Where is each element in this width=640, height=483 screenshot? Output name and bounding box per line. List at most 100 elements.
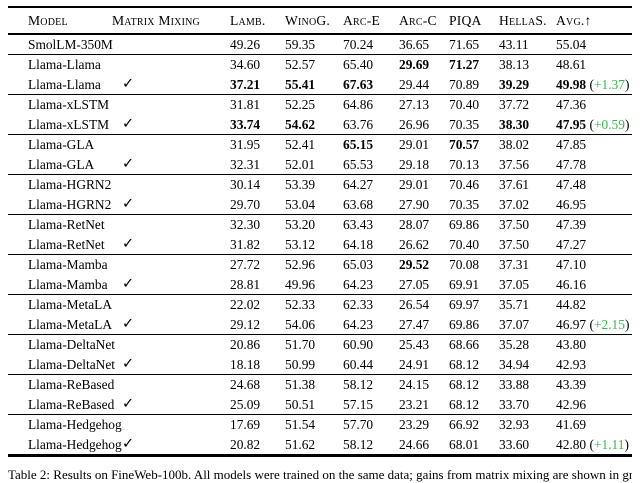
cell-avg: 47.27	[556, 236, 587, 252]
cell-lamb: 24.68	[230, 377, 261, 393]
cell-piqa: 70.89	[449, 76, 480, 92]
cell-hellas: 32.93	[499, 417, 530, 433]
cell-piqa: 66.92	[449, 417, 480, 433]
cell-arce: 63.68	[343, 196, 374, 212]
cell-lamb: 34.60	[230, 57, 261, 73]
cell-lamb: 31.82	[230, 236, 261, 252]
column-header-winog: WinoG.	[285, 12, 331, 28]
cell-arcc: 26.54	[399, 297, 430, 313]
table-row: Llama-Llama 34.60 52.57 65.40 29.69 71.27 38.1…	[8, 54, 632, 75]
cell-lamb: 29.12	[230, 316, 261, 332]
cell-avg: 43.80	[556, 337, 587, 353]
cell-model-name: Llama-HGRN2	[28, 196, 112, 212]
cell-model-name: Llama-xLSTM	[28, 116, 110, 132]
cell-arcc: 25.43	[399, 337, 430, 353]
cell-piqa: 70.40	[449, 97, 480, 113]
cell-avg: 44.82	[556, 297, 587, 313]
cell-piqa: 69.97	[449, 297, 480, 313]
cell-lamb: 33.74	[230, 116, 261, 132]
cell-winog: 55.41	[285, 76, 316, 92]
cell-lamb: 17.69	[230, 417, 261, 433]
cell-model-name: Llama-GLA	[28, 137, 95, 153]
cell-model-name: SmolLM-350M	[28, 36, 113, 52]
cell-hellas: 33.70	[499, 396, 530, 412]
cell-avg: 46.97 (+2.15)	[556, 316, 630, 332]
cell-arcc: 23.21	[399, 396, 430, 412]
cell-piqa: 68.12	[449, 396, 480, 412]
cell-winog: 53.20	[285, 217, 316, 233]
column-header-model: Model	[28, 12, 68, 28]
cell-arcc: 24.66	[399, 436, 430, 452]
cell-arce: 60.44	[343, 356, 374, 372]
column-header-piqa: PIQA	[449, 12, 482, 28]
cell-winog: 51.62	[285, 436, 316, 452]
cell-hellas: 37.05	[499, 276, 530, 292]
cell-lamb: 25.09	[230, 396, 261, 412]
cell-hellas: 38.30	[499, 116, 530, 132]
cell-winog: 53.04	[285, 196, 316, 212]
checkmark-icon: ✓	[122, 76, 135, 93]
cell-model-name: Llama-Llama	[28, 76, 101, 92]
table-row: SmolLM-350M 49.26 59.35 70.24 36.65 71.65 43.1…	[8, 35, 632, 55]
cell-hellas: 33.88	[499, 377, 530, 393]
table-row: Llama-GLA 31.95 52.41 65.15 29.01 70.57 38.02 4…	[8, 134, 632, 155]
table-row: Llama-HGRN2 ✓ 29.70 53.04 63.68 27.90 70.35 37.…	[8, 195, 632, 215]
cell-winog: 52.57	[285, 57, 316, 73]
cell-lamb: 27.72	[230, 257, 261, 273]
cell-lamb: 49.26	[230, 36, 261, 52]
cell-lamb: 31.95	[230, 137, 261, 153]
table-row: Llama-xLSTM 31.81 52.25 64.86 27.13 70.40 37.7…	[8, 94, 632, 115]
cell-piqa: 68.12	[449, 356, 480, 372]
cell-arcc: 26.96	[399, 116, 430, 132]
cell-arce: 64.23	[343, 316, 374, 332]
delta-gain: (+1.37)	[586, 76, 630, 92]
cell-hellas: 35.28	[499, 337, 530, 353]
cell-arce: 60.90	[343, 337, 374, 353]
cell-winog: 51.38	[285, 377, 316, 393]
cell-hellas: 37.50	[499, 217, 530, 233]
cell-winog: 52.25	[285, 97, 316, 113]
table-row: Llama-DeltaNet ✓ 18.18 50.99 60.44 24.91 68.12…	[8, 355, 632, 375]
cell-hellas: 39.29	[499, 76, 530, 92]
results-table: Model Matrix Mixing Lamb. WinoG. Arc-E Arc-C P…	[8, 6, 632, 457]
cell-hellas: 37.72	[499, 97, 530, 113]
table-bottom-rule	[8, 454, 632, 457]
cell-piqa: 69.86	[449, 316, 480, 332]
cell-model-name: Llama-RetNet	[28, 217, 105, 233]
cell-avg: 41.69	[556, 417, 587, 433]
cell-winog: 49.96	[285, 276, 316, 292]
cell-arcc: 27.90	[399, 196, 430, 212]
cell-winog: 50.51	[285, 396, 316, 412]
cell-avg: 47.85	[556, 137, 587, 153]
column-header-arce: Arc-E	[343, 12, 380, 28]
cell-arcc: 29.18	[399, 156, 430, 172]
cell-arcc: 24.15	[399, 377, 430, 393]
cell-avg: 46.16	[556, 276, 587, 292]
cell-arce: 67.63	[343, 76, 374, 92]
column-header-matrix: Matrix Mixing	[112, 12, 200, 28]
checkmark-icon: ✓	[122, 316, 135, 333]
table-row: Llama-Llama ✓ 37.21 55.41 67.63 29.44 70.89 39.…	[8, 75, 632, 95]
cell-avg: 49.98 (+1.37)	[556, 76, 630, 92]
cell-winog: 54.06	[285, 316, 316, 332]
cell-piqa: 71.27	[449, 57, 480, 73]
cell-arce: 65.40	[343, 57, 374, 73]
cell-avg: 55.04	[556, 36, 587, 52]
cell-hellas: 37.56	[499, 156, 530, 172]
cell-winog: 59.35	[285, 36, 316, 52]
cell-arce: 65.53	[343, 156, 374, 172]
table-body: SmolLM-350M 49.26 59.35 70.24 36.65 71.65 43.1…	[8, 35, 632, 455]
table-row: Llama-xLSTM ✓ 33.74 54.62 63.76 26.96 70.35 38.…	[8, 115, 632, 135]
cell-hellas: 34.94	[499, 356, 530, 372]
cell-arce: 58.12	[343, 377, 374, 393]
cell-avg: 42.93	[556, 356, 587, 372]
cell-arce: 63.43	[343, 217, 374, 233]
cell-winog: 53.39	[285, 177, 316, 193]
checkmark-icon: ✓	[122, 236, 135, 253]
checkmark-icon: ✓	[122, 156, 135, 173]
cell-model-name: Llama-ReBased	[28, 377, 115, 393]
cell-avg: 47.36	[556, 97, 587, 113]
cell-piqa: 70.35	[449, 116, 480, 132]
cell-avg: 47.39	[556, 217, 587, 233]
cell-lamb: 32.30	[230, 217, 261, 233]
